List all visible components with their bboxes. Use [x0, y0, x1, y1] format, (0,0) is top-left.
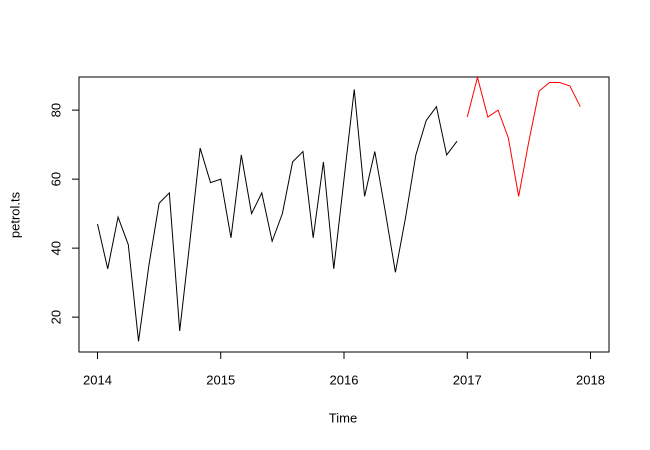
x-axis-label: Time — [329, 410, 357, 425]
y-tick-label: 20 — [48, 310, 63, 324]
x-tick-label: 2015 — [206, 372, 235, 387]
plot-box — [78, 76, 610, 353]
x-tick-label: 2014 — [83, 372, 112, 387]
y-axis-label: petrol.ts — [7, 191, 22, 238]
series-line — [97, 89, 458, 342]
y-tick-label: 80 — [48, 103, 63, 117]
series-line — [466, 75, 581, 197]
y-tick-label: 60 — [48, 172, 63, 186]
x-tick-label: 2017 — [453, 372, 482, 387]
y-tick-label: 40 — [48, 241, 63, 255]
x-tick-label: 2016 — [330, 372, 359, 387]
x-tick-label: 2018 — [576, 372, 605, 387]
